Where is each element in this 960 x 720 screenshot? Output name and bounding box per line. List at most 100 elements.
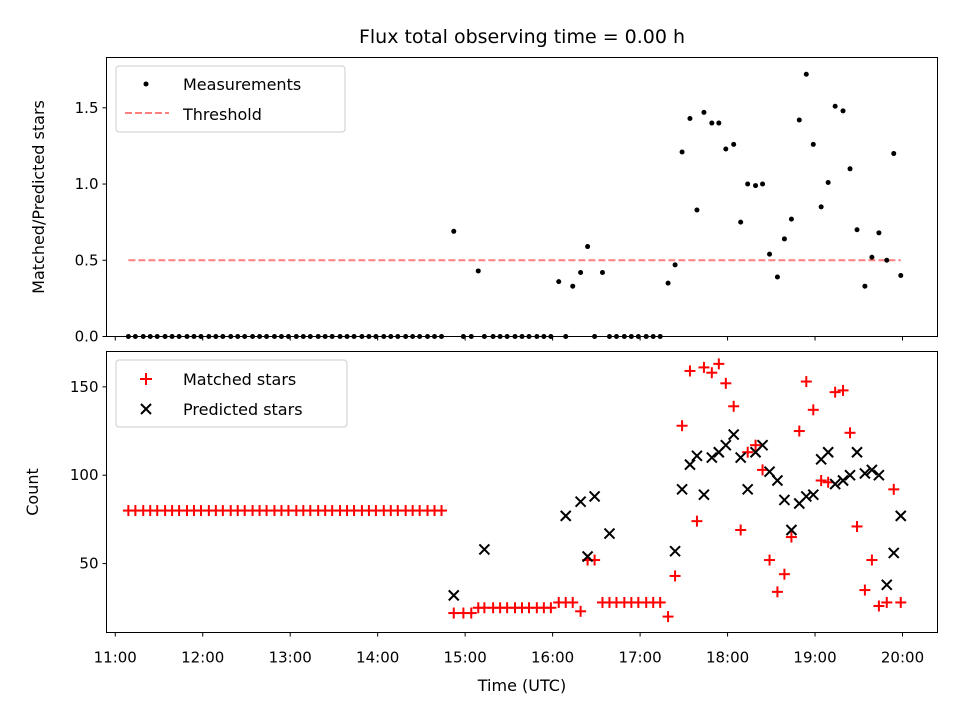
bottom-ytick-label: 150	[70, 378, 99, 396]
measurement-point	[767, 251, 773, 257]
matched-star-point	[720, 377, 732, 389]
bottom-data-layer	[122, 358, 907, 623]
measurement-point	[723, 146, 729, 152]
matched-star-point	[895, 596, 907, 608]
top-legend: Measurements Threshold	[115, 65, 346, 133]
predicted-star-point	[800, 490, 812, 503]
matched-star-point	[785, 531, 797, 543]
predicted-star-point	[669, 545, 681, 557]
measurement-point	[774, 274, 780, 280]
bottom-y-axis-label: Count	[23, 468, 42, 516]
top-ytick-label: 1.0	[75, 175, 99, 193]
measurement-point	[570, 283, 576, 289]
measurement-point	[796, 117, 802, 123]
predicted-star-point	[771, 474, 784, 487]
measurement-point	[862, 283, 868, 289]
measurement-point	[854, 227, 860, 233]
matched-star-point	[859, 584, 871, 596]
predicted-star-point	[873, 469, 885, 481]
matched-star-point	[575, 605, 587, 617]
matched-star-point	[706, 367, 718, 379]
predicted-star-point	[741, 483, 754, 496]
bottom-legend: Matched stars Predicted stars	[115, 359, 348, 428]
measurement-point	[832, 103, 838, 109]
predicted-star-point	[734, 451, 747, 464]
legend-predicted-marker	[140, 403, 152, 415]
measurement-point	[679, 149, 685, 155]
predicted-star-point	[837, 474, 849, 487]
top-y-axis-label: Matched/Predicted stars	[29, 100, 48, 294]
measurement-point	[738, 219, 744, 225]
matched-star-point	[676, 420, 688, 432]
matched-star-point	[815, 475, 827, 487]
measurement-point	[687, 115, 693, 121]
measurement-point	[876, 230, 882, 236]
matched-star-point	[771, 586, 783, 598]
matched-star-point	[545, 602, 557, 614]
xtick-label: 17:00	[618, 649, 661, 667]
top-ytick-label: 1.5	[75, 99, 99, 117]
measurement-point	[810, 141, 816, 147]
top-y-ticks: 0.0 0.5 1.0 1.5	[75, 99, 107, 346]
legend-predicted-label: Predicted stars	[183, 400, 303, 419]
measurement-point	[694, 207, 700, 213]
matched-star-point	[465, 607, 477, 619]
measurement-point	[898, 273, 904, 279]
predicted-star-point	[560, 510, 572, 522]
matched-star-point	[567, 596, 579, 608]
bottom-axes-frame	[106, 351, 938, 633]
measurement-point	[869, 254, 875, 260]
bottom-y-ticks: 50 100 150	[70, 378, 107, 573]
matched-star-point	[888, 483, 900, 495]
predicted-star-point	[720, 439, 732, 451]
top-ytick-label: 0.5	[75, 251, 99, 269]
measurement-point	[753, 183, 759, 189]
matched-star-point	[728, 400, 740, 412]
legend-measurements-marker	[143, 81, 149, 87]
matched-star-point	[881, 596, 893, 608]
measurement-point	[847, 166, 853, 172]
predicted-star-point	[684, 458, 696, 471]
bottom-legend-box	[115, 359, 348, 428]
matched-star-point	[778, 568, 790, 580]
matched-star-point	[829, 386, 841, 398]
measurement-point	[672, 262, 678, 268]
measurement-point	[475, 268, 481, 274]
top-ytick-label: 0.0	[75, 328, 99, 346]
measurement-point	[781, 236, 787, 242]
matched-star-point	[793, 425, 805, 437]
matched-star-point	[684, 365, 696, 377]
measurement-point	[451, 228, 457, 234]
xtick-label: 18:00	[706, 649, 749, 667]
predicted-star-point	[588, 490, 601, 503]
measurement-point	[891, 151, 897, 157]
matched-star-point	[698, 361, 710, 373]
matched-star-point	[654, 596, 666, 608]
predicted-star-point	[691, 450, 703, 462]
matched-star-point	[662, 611, 674, 623]
matched-star-point	[691, 515, 703, 527]
matched-star-point	[436, 505, 448, 517]
matched-star-point	[757, 464, 769, 476]
measurement-point	[578, 269, 584, 275]
measurement-point	[731, 141, 737, 147]
xtick-label: 14:00	[356, 649, 399, 667]
bottom-ytick-label: 50	[79, 555, 98, 573]
top-axes-frame	[106, 57, 938, 337]
bottom-ytick-label: 100	[70, 466, 99, 484]
matched-star-point	[851, 520, 863, 532]
predicted-star-point	[581, 550, 594, 563]
legend-matched-marker	[140, 373, 152, 385]
predicted-star-point	[698, 488, 710, 501]
xtick-label: 16:00	[531, 649, 574, 667]
matched-star-point	[800, 376, 812, 388]
xtick-label: 12:00	[181, 649, 224, 667]
predicted-star-point	[727, 428, 740, 441]
matched-star-point	[713, 358, 725, 370]
predicted-star-point	[763, 465, 776, 478]
measurement-point	[716, 120, 722, 126]
x-axis-label: Time (UTC)	[477, 676, 566, 695]
predicted-star-point	[603, 527, 616, 540]
